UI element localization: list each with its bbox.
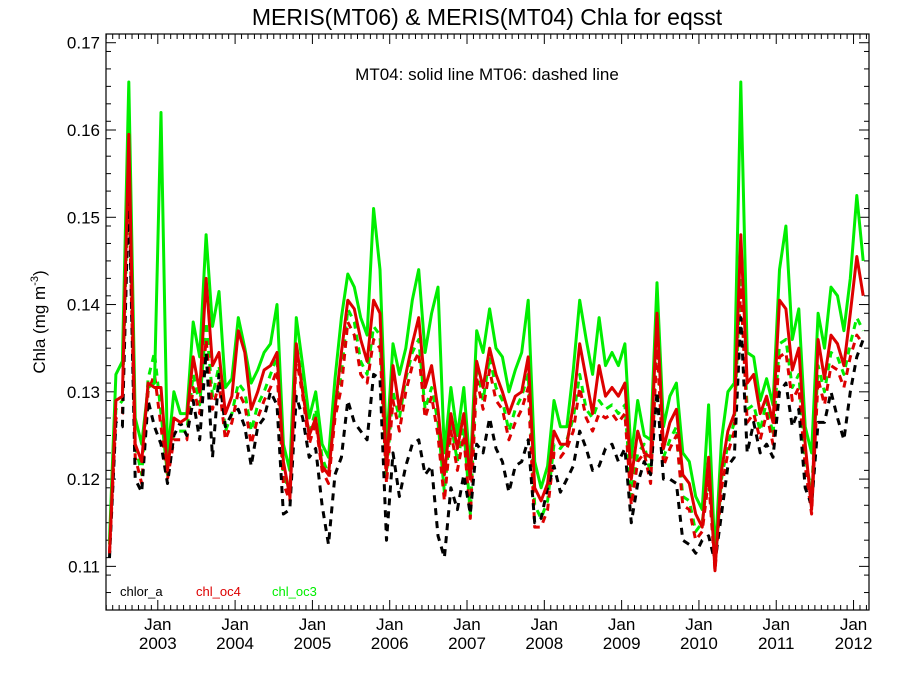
series-line-chl-oc4 — [108, 132, 865, 573]
legend-item-chlor-a: chlor_a — [120, 584, 163, 599]
x-tick-label-month: Jan — [221, 615, 248, 634]
x-tick-label-month: Jan — [299, 615, 326, 634]
x-tick-label-month: Jan — [840, 615, 867, 634]
x-tick-label-month: Jan — [531, 615, 558, 634]
x-tick-label-month: Jan — [763, 615, 790, 634]
x-tick-label-year: 2011 — [758, 634, 795, 653]
y-tick-label: 0.12 — [67, 470, 100, 489]
legend-item-chl-oc4: chl_oc4 — [196, 584, 241, 599]
x-tick-label-year: 2006 — [371, 634, 409, 653]
line-style-annotation: MT04: solid line MT06: dashed line — [355, 65, 619, 84]
x-tick-label-year: 2010 — [680, 634, 718, 653]
legend-item-chl-oc3: chl_oc3 — [272, 584, 317, 599]
series-group — [108, 80, 865, 573]
y-tick-label: 0.13 — [67, 383, 100, 402]
y-tick-label: 0.11 — [68, 557, 100, 576]
x-tick-label-month: Jan — [376, 615, 403, 634]
x-axis: Jan2003Jan2004Jan2005Jan2006Jan2007Jan20… — [105, 34, 873, 653]
x-tick-label-year: 2003 — [139, 634, 177, 653]
series-line-chl-oc3 — [108, 80, 865, 560]
x-tick-label-month: Jan — [453, 615, 480, 634]
x-tick-label-year: 2009 — [603, 634, 641, 653]
plot-frame — [105, 33, 870, 611]
series-line-chlor-a-mt06 — [108, 180, 865, 564]
x-tick-label-month: Jan — [685, 615, 712, 634]
x-tick-label-year: 2008 — [525, 634, 563, 653]
y-axis-label-close: ) — [30, 270, 49, 276]
y-axis-label-superscript: -3 — [29, 276, 41, 286]
y-tick-label: 0.16 — [67, 121, 100, 140]
x-tick-label-year: 2007 — [448, 634, 486, 653]
y-tick-label: 0.14 — [67, 296, 100, 315]
y-axis-label: Chla (mg m-3) — [29, 270, 49, 373]
x-tick-label-year: 2012 — [835, 634, 873, 653]
y-tick-label: 0.17 — [67, 34, 100, 53]
chart-title: MERIS(MT06) & MERIS(MT04) Chla for eqsst — [252, 4, 723, 30]
legend: chlor_a chl_oc4 chl_oc3 — [120, 584, 317, 599]
x-tick-label-year: 2005 — [293, 634, 331, 653]
y-tick-label: 0.15 — [67, 208, 100, 227]
x-tick-label-month: Jan — [144, 615, 171, 634]
y-axis-label-text: Chla (mg m — [30, 286, 49, 374]
x-tick-label-month: Jan — [608, 615, 635, 634]
x-tick-label-year: 2004 — [216, 634, 254, 653]
y-axis: 0.11 0.12 0.13 0.14 0.15 0.16 0.17 — [67, 33, 869, 611]
